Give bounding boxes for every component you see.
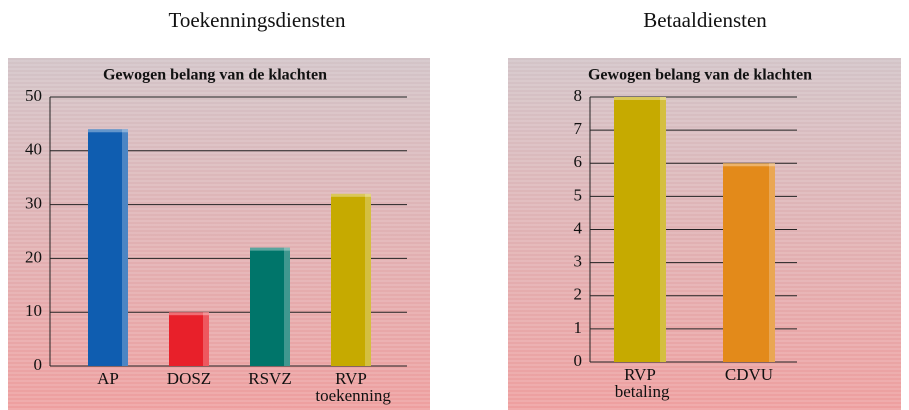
x-tick-label: AP (97, 369, 119, 388)
x-tick-label: RVP toekenning (311, 369, 391, 405)
bar-highlight (284, 247, 290, 366)
bar-top (723, 163, 775, 167)
chart-subtitle: Gewogen belang van de klachten (588, 67, 812, 84)
y-tick-label: 10 (25, 301, 42, 320)
y-tick-label: 0 (574, 351, 583, 370)
chart-title: Betaaldiensten (643, 8, 767, 32)
y-tick-label: 40 (25, 140, 42, 159)
bar-highlight (122, 129, 128, 366)
panel-texture (508, 58, 901, 410)
y-tick-label: 7 (574, 119, 583, 138)
bar-highlight (769, 163, 775, 362)
chart-title: Toekenningsdiensten (169, 8, 346, 32)
bar-highlight (365, 193, 371, 366)
bar-top (614, 97, 666, 100)
x-tick-label: RSVZ (248, 369, 291, 388)
x-tick-label: CDVU (725, 365, 773, 384)
bar-top (250, 247, 290, 251)
bar (250, 247, 290, 366)
y-tick-label: 20 (25, 247, 42, 266)
bar (331, 193, 371, 366)
y-tick-label: 30 (25, 194, 42, 213)
x-tick-label: RVP betaling (610, 365, 670, 401)
y-tick-label: 50 (25, 86, 42, 105)
x-tick-label: DOSZ (167, 369, 211, 388)
y-tick-label: 3 (574, 252, 583, 271)
bar (723, 163, 775, 362)
bar-highlight (203, 312, 209, 366)
y-tick-label: 0 (34, 355, 43, 374)
bar-top (169, 312, 209, 316)
bar-top (331, 193, 371, 197)
y-tick-label: 5 (574, 185, 583, 204)
bar (169, 312, 209, 366)
bar-top (88, 129, 128, 133)
bar-highlight (660, 97, 666, 362)
bar (88, 129, 128, 366)
y-tick-label: 2 (574, 285, 583, 304)
bar (614, 97, 666, 362)
chart-subtitle: Gewogen belang van de klachten (103, 67, 327, 84)
y-tick-label: 1 (574, 318, 583, 337)
y-tick-label: 6 (574, 152, 583, 171)
y-tick-label: 4 (574, 218, 583, 237)
y-tick-label: 8 (574, 86, 583, 105)
